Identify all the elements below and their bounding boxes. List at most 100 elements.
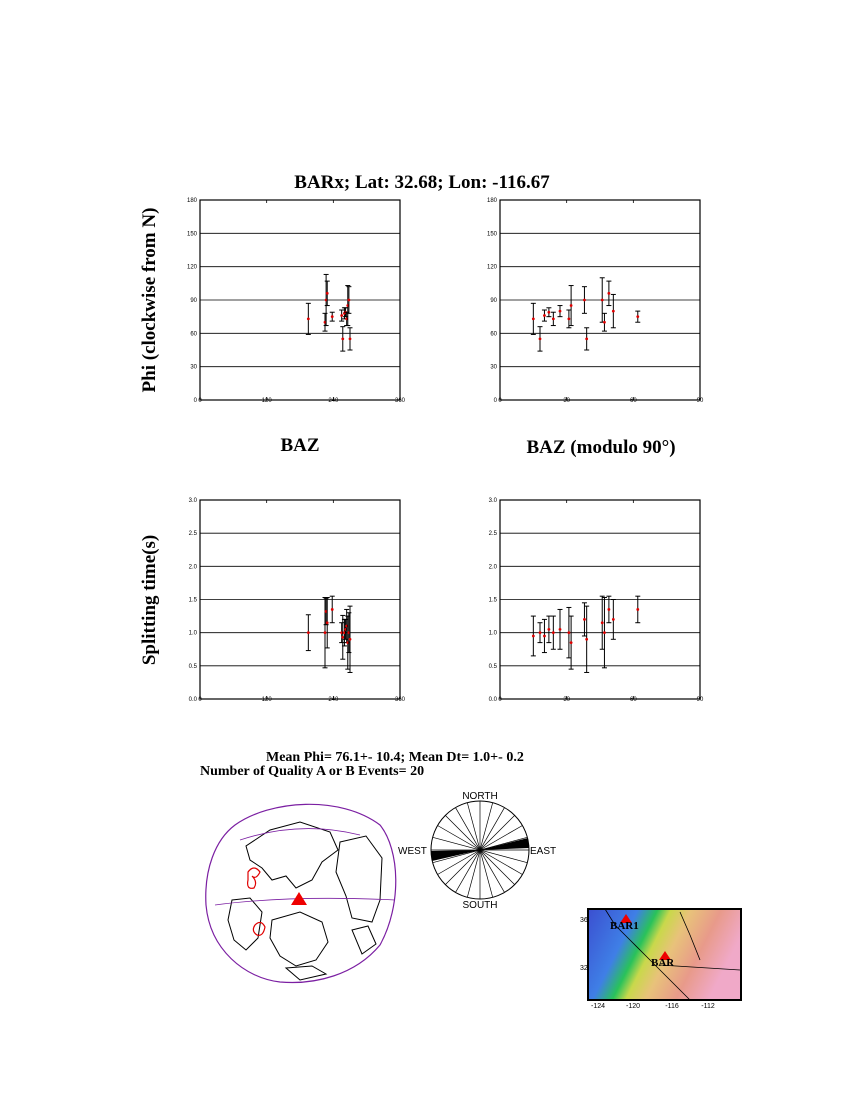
y-tick-label: 1.0: [489, 631, 498, 637]
data-point: [636, 315, 640, 319]
plot-frame: [499, 499, 701, 700]
station-label-bar1: BAR1: [610, 920, 639, 932]
rose-petal-west: [431, 850, 480, 861]
data-point: [585, 637, 589, 641]
x-tick-label: 0: [498, 398, 502, 404]
y-tick-label: 2.5: [489, 531, 498, 537]
coastline: [604, 908, 691, 1001]
y-tick-label: 0: [194, 398, 198, 404]
globe-outline: [205, 803, 397, 984]
plot-frame: [199, 499, 401, 700]
globe-line: [239, 828, 361, 841]
y-tick-label: 0.5: [189, 664, 198, 670]
continent-outline: [284, 965, 328, 981]
data-point: [547, 310, 551, 314]
y-tick-label: 30: [190, 365, 197, 371]
map-lat-tick: 36: [580, 917, 588, 924]
data-point: [567, 631, 571, 635]
data-point: [600, 298, 604, 302]
data-point: [341, 337, 345, 341]
x-tick-label: 30: [563, 398, 570, 404]
data-point: [538, 337, 542, 341]
x-axis-label-baz: BAZ: [280, 435, 319, 456]
y-axis-label-splitting-time: Splitting time(s): [139, 535, 160, 665]
data-point: [551, 631, 555, 635]
x-tick-label: 120: [262, 398, 273, 404]
data-point: [558, 627, 562, 631]
y-tick-label: 90: [490, 298, 497, 304]
data-point: [347, 298, 351, 302]
map-lon-tick: -120: [626, 1003, 640, 1010]
data-point: [603, 631, 606, 635]
x-tick-label: 360: [395, 398, 406, 404]
y-tick-label: 90: [190, 298, 197, 304]
globe-map: [205, 803, 397, 984]
y-tick-label: 0: [494, 398, 498, 404]
x-tick-label: 90: [697, 697, 704, 703]
data-point: [611, 309, 615, 313]
data-point: [569, 304, 573, 307]
data-point: [551, 317, 555, 321]
data-point: [531, 634, 535, 638]
data-point: [330, 608, 334, 611]
y-tick-label: 2.0: [489, 564, 498, 570]
rose-label-south: SOUTH: [463, 900, 498, 911]
chart-phi-vs-baz-mod90: 0 30 60 90 120 150 180 0 30 60 90: [487, 198, 704, 404]
summary-count-line: Number of Quality A or B Events= 20: [200, 764, 424, 779]
chart-dt-vs-baz: 0.0 0.5 1.0 1.5 2.0 2.5 3.0 0 120 240 360: [189, 498, 406, 703]
data-point: [603, 320, 606, 324]
figure-title: BARx; Lat: 32.68; Lon: -116.67: [294, 172, 550, 193]
rose-petal-east: [480, 838, 529, 850]
data-point: [636, 608, 640, 611]
x-tick-label: 60: [630, 697, 637, 703]
x-tick-label: 60: [630, 398, 637, 404]
rose-diagram: NORTH SOUTH WEST EAST: [398, 791, 556, 911]
map-lon-tick: -116: [665, 1003, 679, 1010]
station-marker-triangle: [291, 892, 307, 905]
map-lon-tick: -112: [701, 1003, 715, 1010]
data-point: [583, 618, 586, 621]
y-tick-label: 0.0: [489, 697, 498, 703]
y-tick-label: 30: [490, 365, 497, 371]
data-point: [341, 635, 345, 639]
y-tick-label: 180: [487, 198, 498, 204]
data-point: [348, 637, 352, 641]
data-point: [330, 315, 334, 319]
data-point: [531, 317, 535, 321]
y-tick-label: 150: [487, 231, 498, 237]
x-tick-label: 360: [395, 697, 406, 703]
y-tick-label: 150: [187, 231, 198, 237]
y-tick-label: 1.5: [189, 598, 198, 604]
data-point: [611, 618, 615, 621]
data-point: [323, 631, 327, 635]
regional-map: BAR1 BAR 36 32 -124 -120 -116 -112: [580, 908, 742, 1010]
data-point: [567, 317, 571, 321]
data-point: [348, 337, 352, 341]
x-tick-label: 0: [198, 398, 202, 404]
border-line: [659, 964, 741, 971]
data-point: [340, 314, 344, 317]
y-tick-label: 2.0: [189, 564, 198, 570]
data-point: [325, 621, 329, 625]
y-tick-label: 1.5: [489, 598, 498, 604]
continent-outline: [269, 911, 329, 967]
y-axis-label-phi: Phi (clockwise from N): [139, 208, 160, 393]
continent-outline: [245, 821, 339, 889]
y-tick-label: 3.0: [489, 498, 498, 504]
data-point: [306, 317, 310, 321]
y-tick-label: 60: [190, 331, 197, 337]
rose-label-north: NORTH: [462, 791, 497, 802]
continent-outline: [335, 835, 383, 923]
data-point: [543, 634, 546, 638]
station-marker-bar: [659, 951, 671, 960]
rose-label-west: WEST: [398, 846, 427, 857]
y-tick-label: 0.5: [489, 664, 498, 670]
y-tick-label: 0.0: [189, 697, 198, 703]
x-tick-label: 0: [498, 697, 502, 703]
y-tick-label: 3.0: [189, 498, 198, 504]
y-tick-label: 60: [490, 331, 497, 337]
chart-dt-vs-baz-mod90: 0.0 0.5 1.0 1.5 2.0 2.5 3.0 0 30 60 90: [489, 498, 704, 703]
y-tick-label: 2.5: [189, 531, 198, 537]
x-tick-label: 240: [328, 398, 339, 404]
